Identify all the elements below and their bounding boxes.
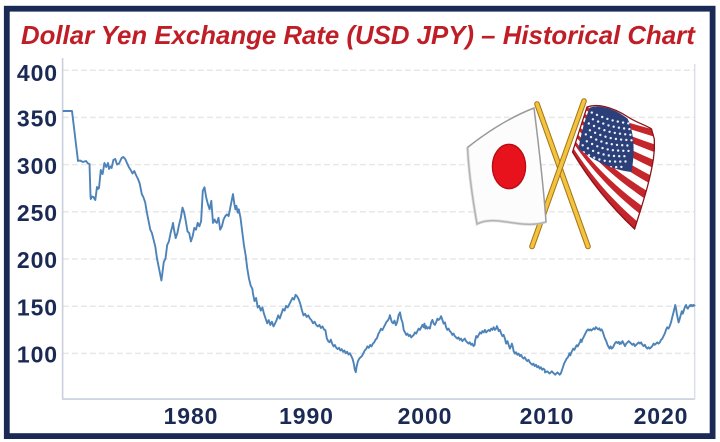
svg-text:2000: 2000 bbox=[398, 403, 453, 429]
svg-text:1980: 1980 bbox=[164, 403, 219, 429]
svg-text:400: 400 bbox=[17, 60, 58, 86]
svg-text:350: 350 bbox=[17, 106, 58, 132]
svg-text:300: 300 bbox=[17, 153, 58, 179]
svg-text:2010: 2010 bbox=[520, 403, 575, 429]
svg-text:2020: 2020 bbox=[634, 403, 689, 429]
svg-text:150: 150 bbox=[17, 294, 58, 320]
svg-text:Dollar Yen Exchange Rate (USD: Dollar Yen Exchange Rate (USD JPY) – His… bbox=[21, 22, 696, 50]
svg-text:100: 100 bbox=[17, 342, 58, 368]
svg-text:1990: 1990 bbox=[279, 403, 334, 429]
svg-text:250: 250 bbox=[17, 200, 58, 226]
svg-text:200: 200 bbox=[17, 247, 58, 273]
